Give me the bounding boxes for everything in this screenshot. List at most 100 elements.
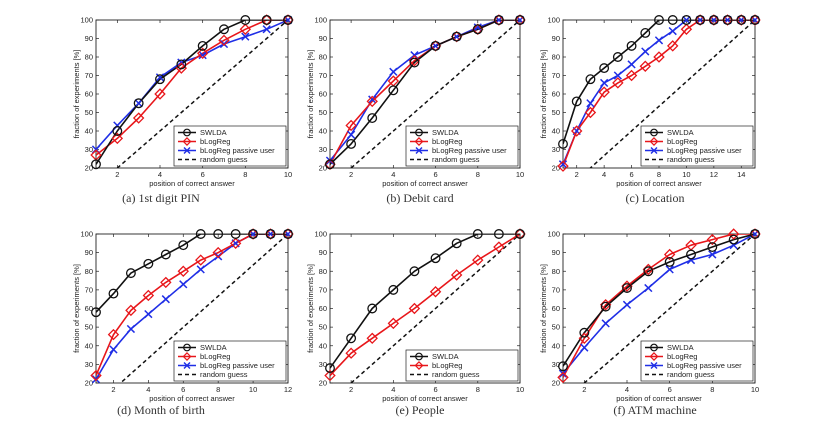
- series-line-blogreg: [96, 234, 288, 376]
- series-line-passive: [96, 20, 288, 151]
- data-point-passive: [144, 309, 153, 319]
- data-point-swlda: [493, 15, 504, 25]
- data-point-swlda: [261, 15, 272, 25]
- x-axis-label: position of correct answer: [149, 179, 235, 188]
- data-point-swlda: [681, 15, 692, 25]
- y-tick-label: 20: [552, 164, 560, 173]
- chart-panel-6: 20 30 40 50 60 70 80 90 100 2 4 6 8 10 position of cor…: [539, 228, 761, 417]
- legend-marker: [183, 343, 191, 352]
- data-point-passive: [682, 15, 691, 25]
- data-point-swlda: [367, 113, 378, 124]
- panel-caption: (c) Location: [626, 191, 685, 205]
- legend-marker: [650, 362, 658, 369]
- y-tick-label: 40: [85, 127, 93, 136]
- chart-panel-4: 20 30 40 50 60 70 80 90 100 2 4 6 8 10 12 position of c…: [72, 228, 294, 417]
- x-tick-label: 6: [433, 385, 437, 394]
- legend-label-random: random guess: [200, 155, 248, 164]
- series-line-swlda: [563, 20, 755, 145]
- data-point-swlda: [219, 24, 229, 35]
- x-tick-label: 8: [476, 170, 480, 179]
- data-point-swlda: [388, 284, 399, 295]
- panel-caption: (d) Month of birth: [117, 403, 205, 417]
- data-point-blogreg: [142, 289, 155, 302]
- y-tick-label: 50: [552, 323, 560, 332]
- y-axis-label: fraction of experiments [%]: [72, 264, 81, 353]
- y-tick-label: 40: [552, 341, 560, 350]
- x-tick-label: 4: [146, 385, 150, 394]
- x-tick-label: 4: [158, 170, 162, 179]
- legend-label-blogreg: bLogReg: [667, 352, 697, 361]
- legend-label-passive: bLogReg passive user: [432, 146, 507, 155]
- x-axis-label: position of correct answer: [382, 179, 468, 188]
- legend-marker: [414, 137, 424, 146]
- legend-label-swlda: SWLDA: [200, 128, 227, 137]
- data-point-passive: [665, 265, 674, 274]
- data-point-passive: [389, 67, 398, 76]
- data-point-swlda: [750, 15, 760, 25]
- x-tick-label: 8: [710, 385, 714, 394]
- legend-label-blogreg: bLogReg: [432, 361, 462, 370]
- data-point-passive: [668, 26, 677, 36]
- data-point-swlda: [558, 361, 568, 372]
- data-point-swlda: [686, 249, 696, 260]
- data-point-swlda: [367, 303, 378, 314]
- legend-label-random: random guess: [200, 370, 248, 379]
- legend-marker: [649, 137, 659, 146]
- y-tick-label: 50: [85, 323, 93, 332]
- data-point-blogreg: [154, 88, 166, 100]
- y-tick-label: 20: [85, 379, 93, 388]
- x-tick-label: 2: [349, 170, 353, 179]
- x-tick-label: 10: [284, 170, 292, 179]
- y-tick-label: 70: [85, 71, 93, 80]
- data-point-passive: [214, 252, 223, 261]
- data-point-blogreg: [111, 132, 124, 145]
- data-point-swlda: [472, 24, 483, 35]
- x-tick-label: 10: [516, 385, 524, 394]
- y-tick-label: 80: [85, 267, 93, 276]
- data-point-swlda: [612, 52, 623, 62]
- y-tick-label: 70: [319, 71, 327, 80]
- data-point-blogreg: [175, 62, 188, 74]
- data-point-blogreg: [663, 248, 676, 261]
- y-tick-label: 100: [80, 230, 93, 239]
- legend-label-blogreg: bLogReg: [200, 137, 230, 146]
- data-point-blogreg: [612, 77, 624, 89]
- x-tick-label: 6: [201, 170, 205, 179]
- data-point-swlda: [626, 40, 637, 51]
- series-line-blogreg: [330, 234, 520, 377]
- y-tick-label: 30: [319, 360, 327, 369]
- data-point-passive: [580, 343, 589, 352]
- data-point-swlda: [667, 15, 678, 25]
- data-point-swlda: [558, 138, 568, 149]
- x-axis-label: position of correct answer: [382, 394, 468, 403]
- data-point-blogreg: [557, 371, 569, 384]
- x-tick-label: 6: [668, 385, 672, 394]
- y-axis-label: fraction of experiments [%]: [306, 50, 315, 139]
- legend-marker: [414, 361, 424, 370]
- legend-marker: [415, 147, 423, 154]
- y-tick-label: 40: [319, 341, 327, 350]
- series-group: [96, 20, 288, 168]
- data-point-swlda: [750, 229, 760, 239]
- y-tick-label: 90: [85, 34, 93, 43]
- data-point-blogreg: [366, 95, 378, 108]
- x-tick-label: 4: [391, 385, 395, 394]
- data-point-blogreg: [195, 254, 207, 266]
- legend-label-random: random guess: [432, 155, 480, 164]
- series-line-random: [116, 20, 288, 168]
- y-tick-label: 100: [314, 16, 327, 25]
- data-point-blogreg: [557, 160, 569, 172]
- data-point-passive: [558, 160, 568, 169]
- data-point-blogreg: [578, 332, 591, 345]
- legend-label-swlda: SWLDA: [667, 128, 694, 137]
- data-point-swlda: [248, 229, 259, 239]
- legend-marker: [415, 352, 423, 361]
- data-point-blogreg: [107, 328, 120, 341]
- y-axis-label: fraction of experiments [%]: [539, 264, 548, 353]
- legend-label-passive: bLogReg passive user: [667, 361, 742, 370]
- chart-panel-5: 20 30 40 50 60 70 80 90 100 2 4 6 8 10 position of cor…: [306, 228, 526, 417]
- data-point-passive: [368, 95, 377, 104]
- x-tick-label: 10: [751, 385, 759, 394]
